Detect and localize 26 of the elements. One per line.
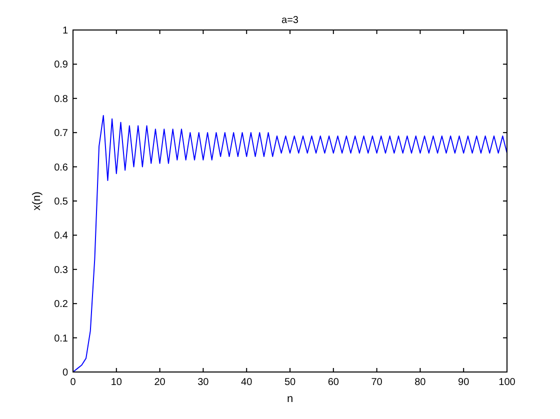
y-tick-label: 1 <box>62 26 68 36</box>
x-tick-label: 70 <box>371 377 383 388</box>
y-axis-title: x(n) <box>31 192 43 210</box>
y-tick-label: 0.7 <box>54 128 68 140</box>
y-tick-label: 0.4 <box>54 230 68 242</box>
x-tick-label: 80 <box>414 377 426 388</box>
x-tick-label: 30 <box>198 377 210 388</box>
y-tick-label: 0.1 <box>54 333 68 344</box>
chart-title: a=3 <box>282 15 299 26</box>
y-tick-label: 0.5 <box>54 196 68 208</box>
x-tick-label: 60 <box>328 377 340 388</box>
x-tick-label: 20 <box>154 377 166 388</box>
x-tick-label: 100 <box>498 377 516 388</box>
x-tick-label: 40 <box>241 377 253 388</box>
x-tick-label: 50 <box>284 377 296 388</box>
line-series <box>72 115 508 372</box>
x-tick-label: 10 <box>110 377 122 388</box>
x-tick-label: 0 <box>70 377 76 388</box>
x-tick-label: 90 <box>458 377 470 388</box>
x-axis-title: n <box>286 393 294 405</box>
y-tick-label: 0.9 <box>54 60 68 71</box>
y-tick-label: 0.8 <box>54 94 68 105</box>
y-tick-label: 0 <box>62 368 68 378</box>
y-tick-label: 0.3 <box>54 264 68 276</box>
y-tick-label: 0.2 <box>54 299 68 310</box>
y-tick-label: 0.6 <box>54 162 68 174</box>
